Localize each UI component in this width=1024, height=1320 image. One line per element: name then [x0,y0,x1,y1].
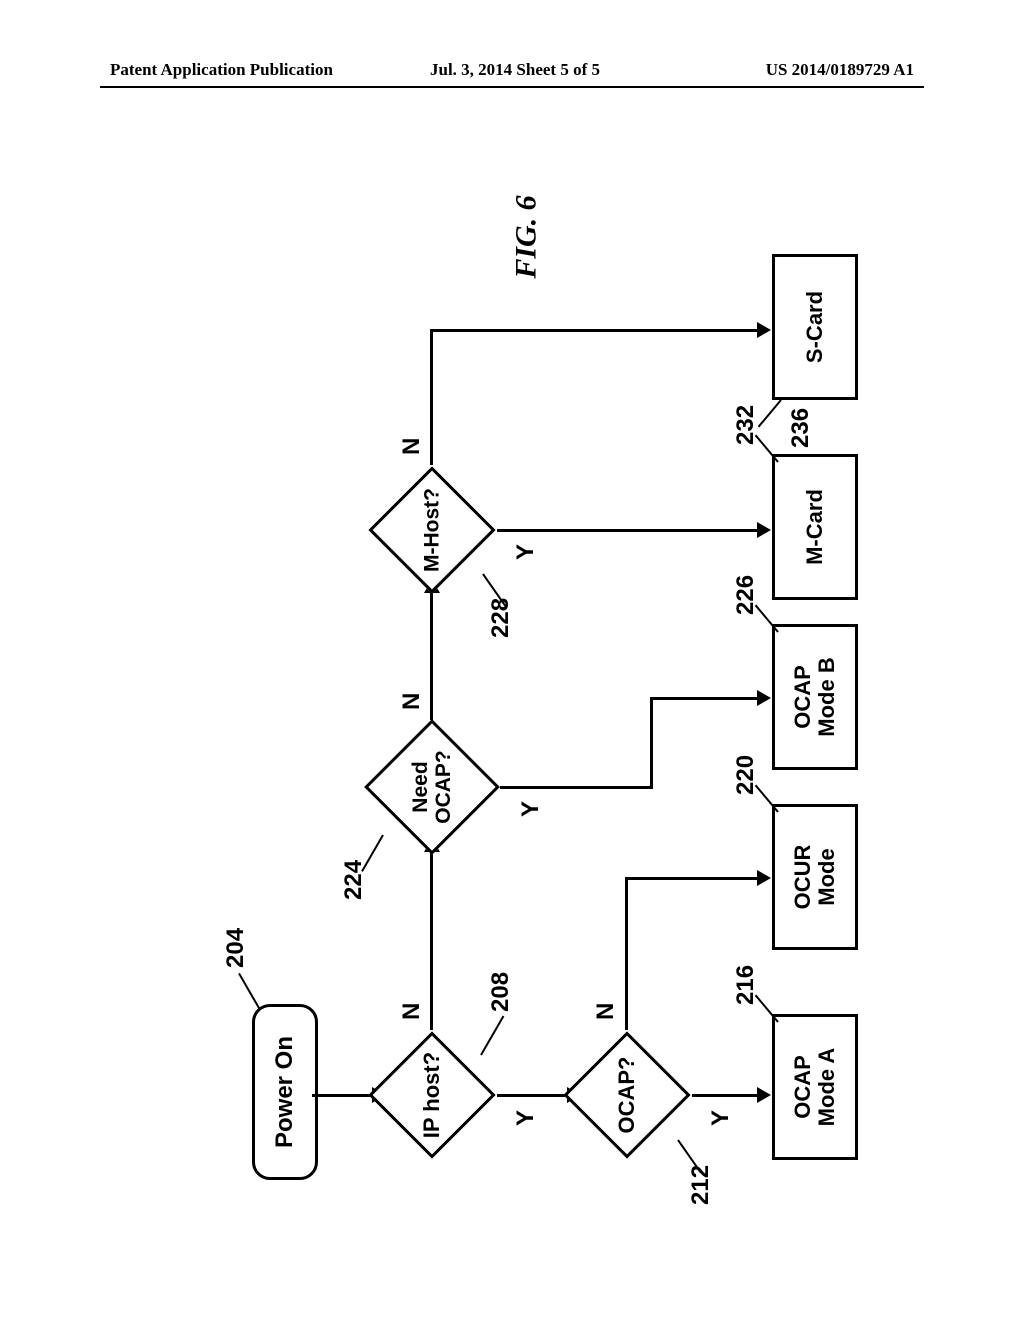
label-no: N [398,693,426,710]
ref-212: 212 [687,1165,715,1205]
label-yes: Y [517,801,545,817]
node-ocap-mode-b: OCAPMode B [772,624,858,770]
ref-236: 236 [787,408,815,448]
arrowhead-down-icon [757,871,771,887]
ref-208: 208 [487,972,515,1012]
node-need-ocap-label: NeedOCAP? [409,750,455,824]
node-power-on: Power On [252,1004,318,1180]
label-no: N [398,1003,426,1020]
arrow [650,697,757,700]
arrowhead-down-icon [757,1088,771,1104]
page: Patent Application Publication Jul. 3, 2… [0,0,1024,1320]
node-s-card: S-Card [772,254,858,400]
arrow [312,1094,374,1097]
arrowhead-down-icon [757,523,771,539]
node-ip-host: IP host? [387,1050,477,1140]
header-rule [100,86,924,88]
node-m-host-label: M-Host? [420,488,443,572]
ref-226: 226 [732,575,760,615]
ref-204: 204 [222,928,250,968]
node-power-on-label: Power On [272,1036,298,1148]
label-no: N [592,1003,620,1020]
label-yes: Y [512,544,540,560]
flowchart: Power On 204 IP host? 208 Y N OCAP? 212 [162,200,862,1200]
ref-232: 232 [732,405,760,445]
arrow [692,1094,757,1097]
node-ocap: OCAP? [582,1050,672,1140]
leader-208 [480,1016,504,1056]
ref-216: 216 [732,965,760,1005]
arrow [625,877,757,880]
arrow [497,1094,567,1097]
node-ocap-label: OCAP? [615,1057,639,1134]
arrow [497,529,757,532]
label-yes: Y [512,1110,540,1126]
label-yes: Y [707,1110,735,1126]
arrow [430,329,433,465]
ref-220: 220 [732,755,760,795]
leader-236 [758,399,782,427]
arrow [430,593,433,720]
arrow [625,877,628,1030]
node-m-card: M-Card [772,454,858,600]
arrow [430,329,757,332]
arrowhead-down-icon [757,691,771,707]
ref-224: 224 [340,860,368,900]
ref-228: 228 [487,598,515,638]
header-mid: Jul. 3, 2014 Sheet 5 of 5 [430,60,600,80]
leader-204 [238,973,260,1009]
node-ocap-mode-a: OCAPMode A [772,1014,858,1160]
node-need-ocap: NeedOCAP? [384,739,480,835]
header-left: Patent Application Publication [110,60,333,80]
arrowhead-down-icon [757,323,771,339]
header-right: US 2014/0189729 A1 [766,60,914,80]
node-m-host: M-Host? [387,485,477,575]
arrow [650,697,653,789]
arrow [430,852,433,1030]
node-ocur-mode: OCURMode [772,804,858,950]
node-ip-host-label: IP host? [420,1052,444,1138]
arrow [500,786,650,789]
label-no: N [398,438,426,455]
